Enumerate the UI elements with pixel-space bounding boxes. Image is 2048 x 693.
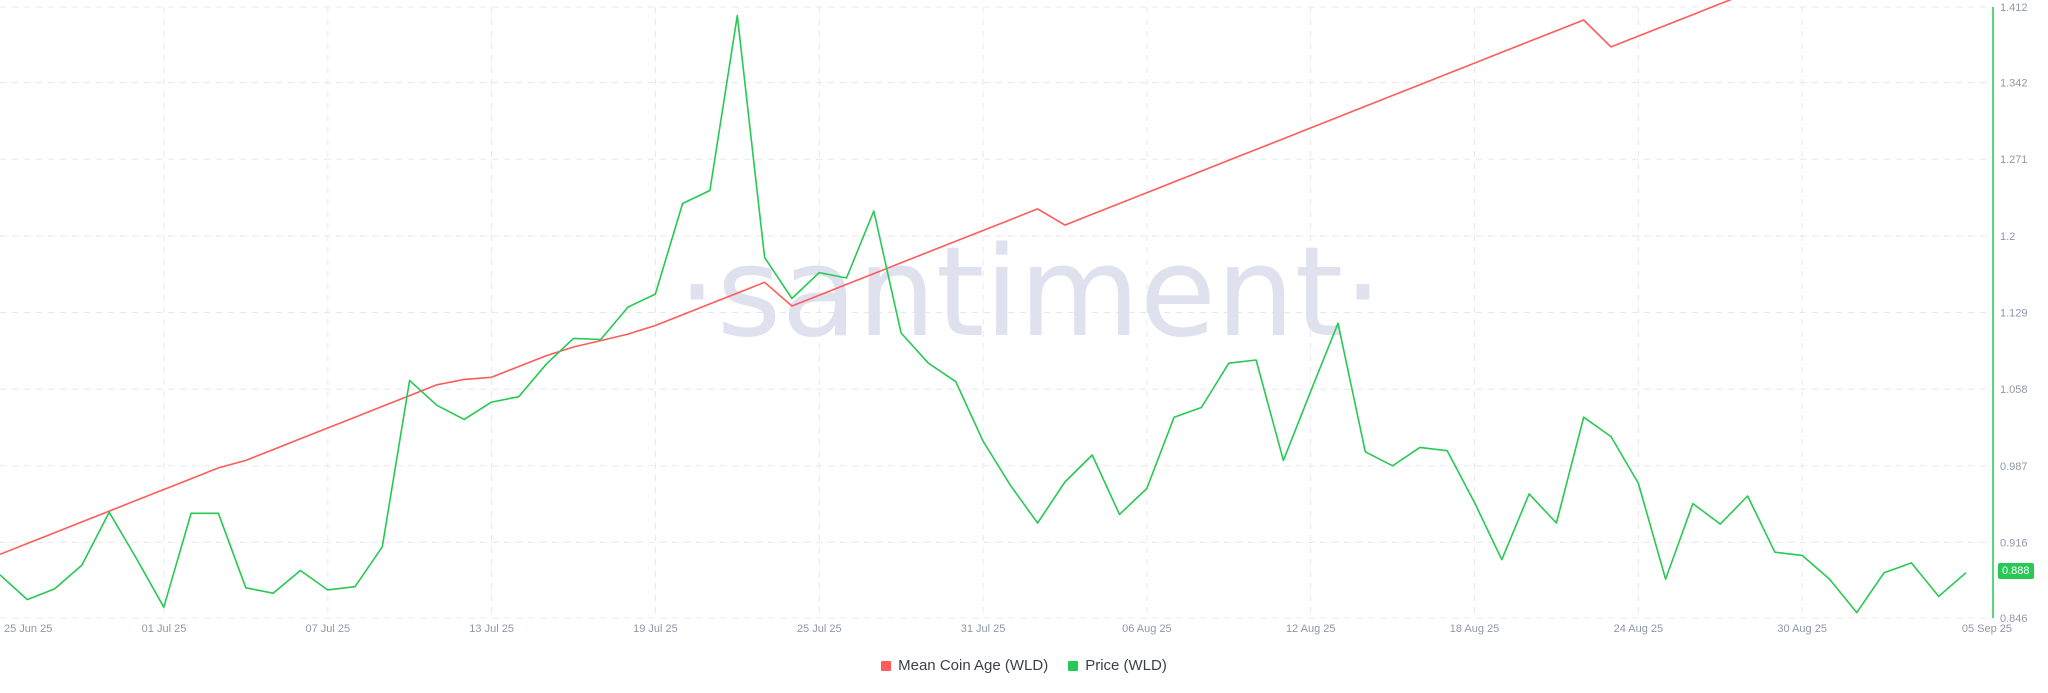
y-tick-label: 1.412 — [2000, 2, 2028, 14]
legend-label-mean-coin-age: Mean Coin Age (WLD) — [898, 657, 1049, 674]
y-tick-label: 1.2 — [2000, 231, 2015, 243]
santiment-watermark: ·santiment· — [677, 221, 1382, 365]
x-tick-label: 25 Jul 25 — [797, 623, 842, 635]
x-tick-label: 01 Jul 25 — [142, 623, 187, 635]
x-tick-label: 07 Jul 25 — [305, 623, 350, 635]
x-tick-label: 24 Aug 25 — [1614, 623, 1664, 635]
x-tick-label: 12 Aug 25 — [1286, 623, 1336, 635]
last-price-badge: 0.888 — [1998, 563, 2034, 579]
legend-swatch-price — [1068, 660, 1079, 671]
series-lines — [0, 0, 1967, 614]
x-tick-label: 05 Sep 25 — [1962, 623, 2012, 635]
legend-item-price[interactable]: Price (WLD) — [1068, 657, 1167, 674]
x-tick-label: 06 Aug 25 — [1122, 623, 1172, 635]
y-tick-label: 1.129 — [2000, 308, 2028, 320]
x-axis-ticks: 25 Jun 25 01 Jul 25 07 Jul 25 13 Jul 25 19 J… — [4, 623, 2012, 635]
x-tick-label: 18 Aug 25 — [1450, 623, 1500, 635]
legend-item-mean-coin-age[interactable]: Mean Coin Age (WLD) — [881, 657, 1048, 674]
right-axis-ticks: 1.412 1.342 1.271 1.2 1.129 1.058 0.987 0.916 0.… — [2000, 2, 2028, 625]
legend: Mean Coin Age (WLD) Price (WLD) — [0, 657, 2048, 674]
y-tick-label: 0.987 — [2000, 461, 2028, 473]
legend-label-price: Price (WLD) — [1085, 657, 1167, 674]
x-tick-label: 31 Jul 25 — [961, 623, 1006, 635]
series-line-mean-coin-age[interactable] — [0, 0, 1966, 556]
x-tick-label: 19 Jul 25 — [633, 623, 678, 635]
y-tick-label: 1.342 — [2000, 78, 2028, 90]
legend-swatch-mean-coin-age — [881, 660, 892, 671]
gridlines — [0, 6, 1993, 619]
series-line-price[interactable] — [0, 14, 1967, 614]
x-tick-label: 30 Aug 25 — [1777, 623, 1827, 635]
y-tick-label: 1.058 — [2000, 384, 2028, 396]
y-tick-label: 0.846 — [2000, 613, 2028, 625]
x-tick-label: 13 Jul 25 — [469, 623, 514, 635]
y-tick-label: 1.271 — [2000, 154, 2028, 166]
x-tick-label: 25 Jun 25 — [4, 623, 52, 635]
y-tick-label: 0.916 — [2000, 537, 2028, 549]
